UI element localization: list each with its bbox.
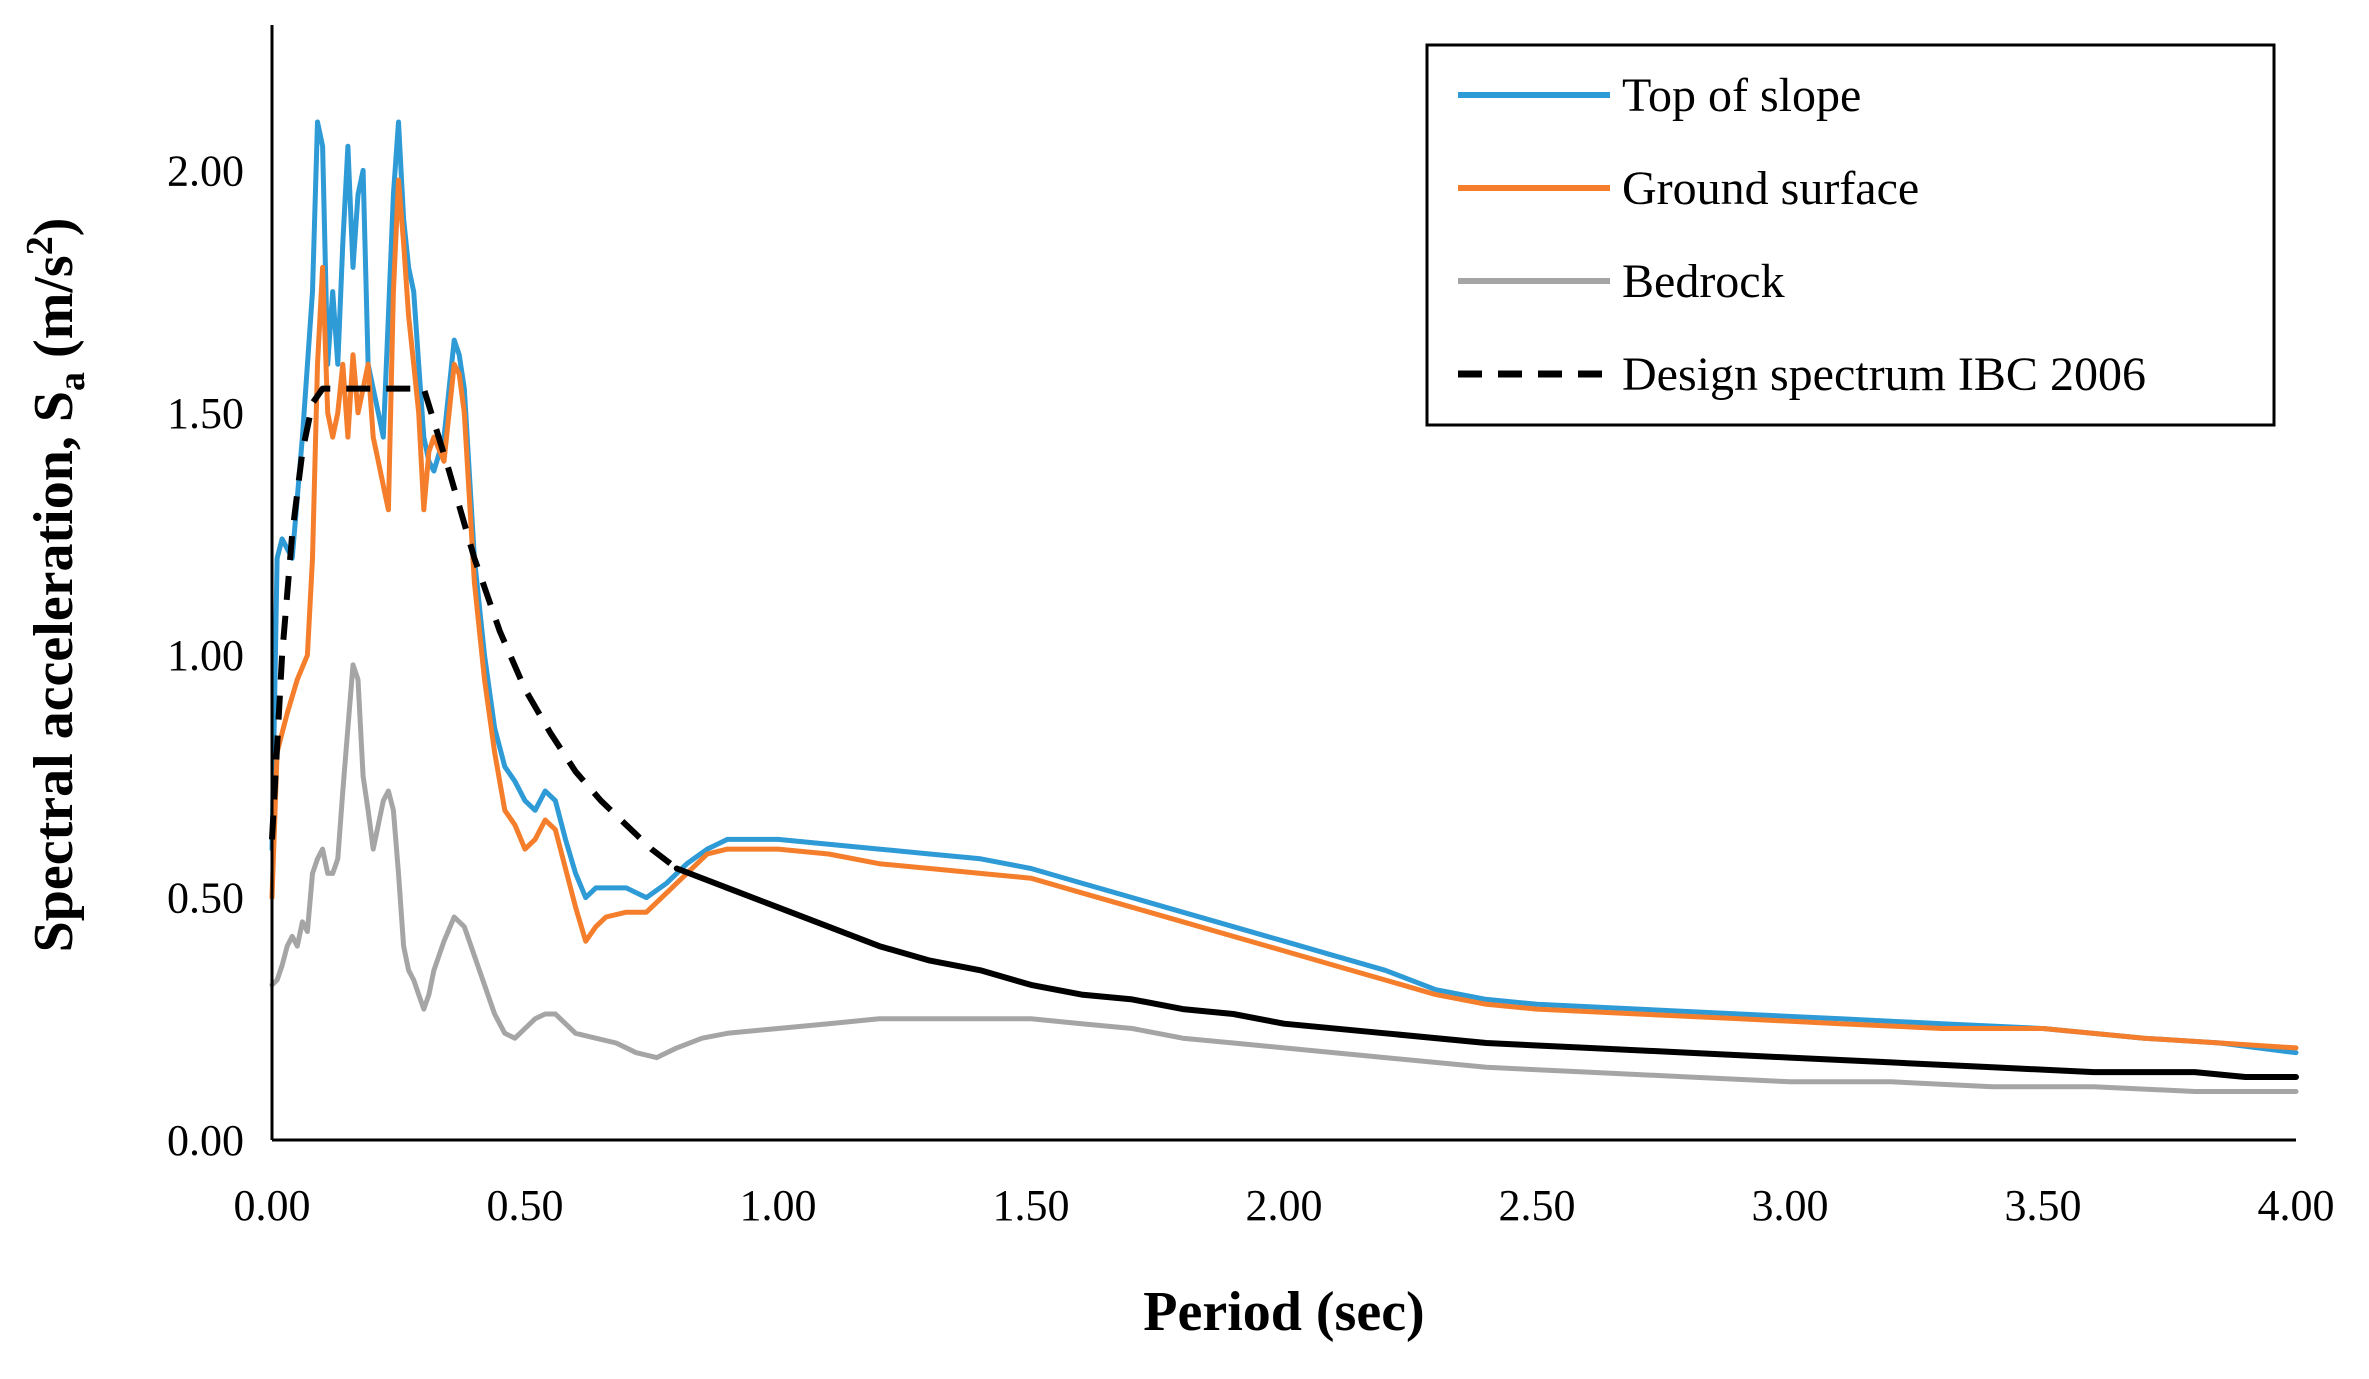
y-axis-title-unit-close: ) [23, 218, 85, 237]
x-tick-label: 4.00 [2258, 1181, 2335, 1230]
y-axis-title-superscript: 2 [19, 236, 61, 255]
y-axis-title-unit-open: (m/s [23, 255, 85, 372]
y-axis-title-subscript: a [51, 372, 93, 391]
legend-label-ground-surface: Ground surface [1622, 162, 1919, 215]
series-line-design-spectrum-ibc-2006 [269, 385, 679, 871]
y-tick-labels: 0.00 0.50 1.00 1.50 2.00 [167, 146, 244, 1165]
x-tick-label: 1.00 [740, 1181, 817, 1230]
y-axis-title-main: Spectral acceleration, S [23, 391, 85, 952]
legend-label-design-spectrum-ibc-2006: Design spectrum IBC 2006 [1622, 348, 2146, 401]
series-line-bedrock [269, 662, 2299, 1094]
x-tick-label: 0.00 [234, 1181, 311, 1230]
x-tick-label: 3.50 [2005, 1181, 2082, 1230]
y-tick-label: 1.00 [167, 631, 244, 680]
legend-box [1425, 43, 2276, 427]
y-tick-label: 2.00 [167, 146, 244, 195]
y-axis-title: Spectral acceleration, Sa (m/s2) [19, 218, 93, 953]
legend: Top of slope Ground surface Bedrock Design … [1425, 43, 2276, 427]
series-line-design-spectrum-ibc-2006-solid-tail [673, 865, 2299, 1080]
series-line-ground-surface [269, 177, 2299, 1051]
series-layer [269, 119, 2299, 1094]
y-tick-label: 0.00 [167, 1116, 244, 1165]
legend-entries: Top of slope Ground surface Bedrock Design … [1458, 69, 2146, 401]
x-tick-labels: 0.00 0.50 1.00 1.50 2.00 2.50 3.00 3.50 4.00 [234, 1181, 2335, 1230]
x-axis-title: Period (sec) [1143, 1281, 1424, 1343]
x-tick-label: 2.50 [1499, 1181, 1576, 1230]
series-line-top-of-slope [269, 119, 2299, 1056]
x-tick-label: 0.50 [487, 1181, 564, 1230]
x-tick-label: 3.00 [1752, 1181, 1829, 1230]
x-tick-label: 1.50 [993, 1181, 1070, 1230]
legend-label-bedrock: Bedrock [1622, 255, 1785, 308]
y-tick-label: 1.50 [167, 389, 244, 438]
legend-label-top-of-slope: Top of slope [1622, 69, 1861, 122]
x-tick-label: 2.00 [1246, 1181, 1323, 1230]
y-tick-label: 0.50 [167, 874, 244, 923]
